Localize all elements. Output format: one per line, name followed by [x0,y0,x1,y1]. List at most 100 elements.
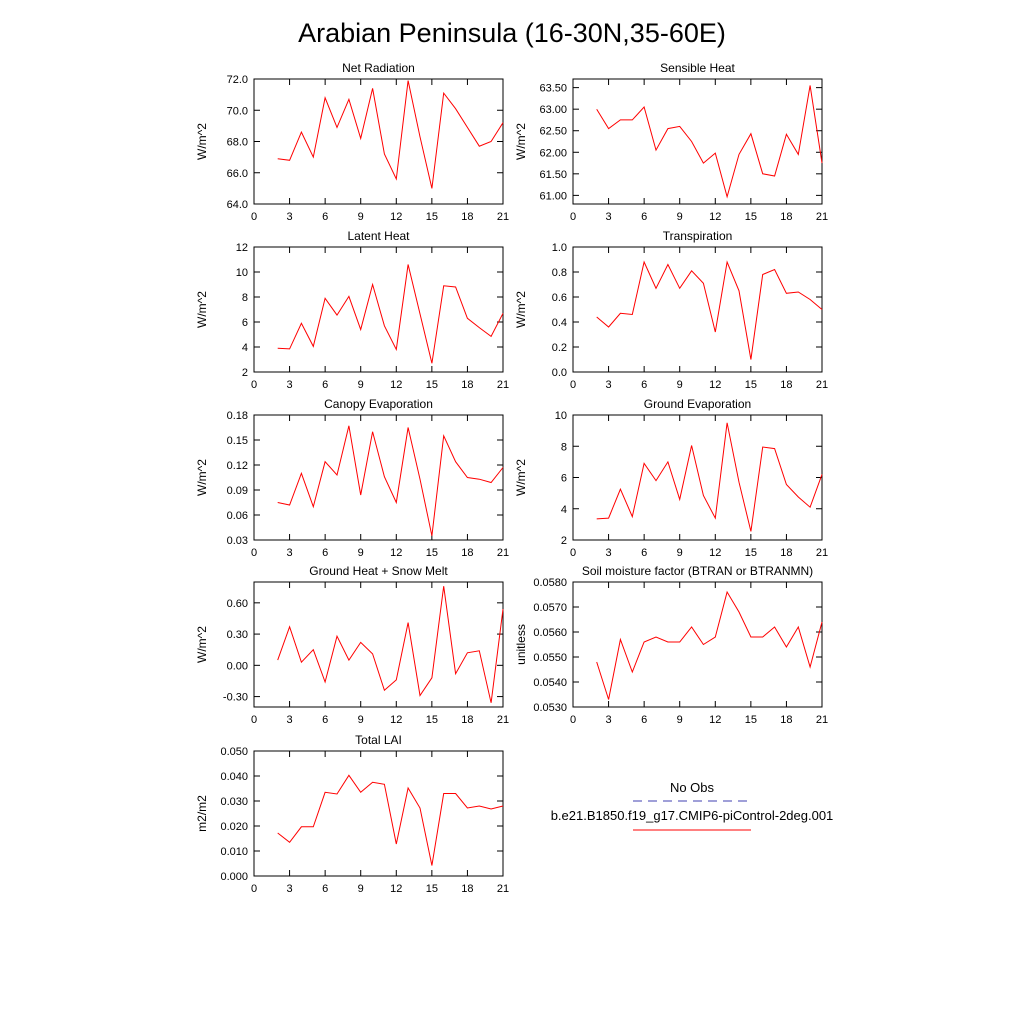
panel-1-xtick-label: 0 [251,211,257,223]
panel-5-xtick-label: 3 [287,547,293,559]
panel-5-frame [253,414,504,541]
panel-8-ytick-label: 0.0530 [533,702,567,714]
panel-9-frame [253,750,504,877]
panel-8-xtick-label: 6 [641,714,647,726]
panel-9-ytick-label: 0.020 [220,821,248,833]
panel-4-xtick-label: 0 [570,379,576,391]
panel-2-ytick-label: 63.00 [539,104,567,116]
panel-3-xtick-label: 6 [322,379,328,391]
panel-5-xtick-label: 18 [461,547,473,559]
panel-8-xtick-label: 3 [606,714,612,726]
panel-7-ytick-label: -0.30 [223,692,248,704]
panel-9-xtick-label: 21 [497,883,509,895]
panel-3-xtick-label: 18 [461,379,473,391]
panel-3-ytick-label: 12 [236,242,248,254]
panel-7-xtick-label: 15 [426,714,438,726]
panel-1-title: Net Radiation [342,61,415,75]
panel-9-xtick-label: 0 [251,883,257,895]
panel-2-series-line [596,85,823,199]
panel-3-ytick-label: 10 [236,267,248,279]
panel-4-title: Transpiration [663,229,733,243]
panel-1-ytick-label: 68.0 [227,137,248,149]
panel-4-xtick-label: 3 [606,379,612,391]
panel-6-ytick-label: 8 [561,441,567,453]
panel-2-xtick-label: 6 [641,211,647,223]
panel-6-xtick-label: 0 [570,547,576,559]
panel-3-title: Latent Heat [347,229,410,243]
panel-9-xtick-label: 6 [322,883,328,895]
panel-4-xtick-label: 18 [780,379,792,391]
panel-4-ylabel: W/m^2 [514,291,528,328]
panel-1-xtick-label: 18 [461,211,473,223]
panel-6-xtick-label: 12 [709,547,721,559]
panel-7-xtick-label: 21 [497,714,509,726]
panel-1-xtick-label: 3 [287,211,293,223]
panel-2-xtick-label: 18 [780,211,792,223]
panel-9-xtick-label: 15 [426,883,438,895]
panel-1-ytick-label: 72.0 [227,74,248,86]
panel-5-title: Canopy Evaporation [324,397,433,411]
panel-5-xtick-label: 15 [426,547,438,559]
panel-9-xtick-label: 18 [461,883,473,895]
panel-3-ytick-label: 2 [242,367,248,379]
panel-7-frame [253,581,504,708]
legend-model-label: b.e21.B1850.f19_g17.CMIP6-piControl-2deg… [551,808,834,823]
panel-2-xtick-label: 12 [709,211,721,223]
panel-4-xtick-label: 12 [709,379,721,391]
panel-3-xtick-label: 21 [497,379,509,391]
panel-6-series-line [596,422,823,532]
panel-7: Ground Heat + Snow Melt W/m^2 0 3 6 9 12 15 18 21… [195,564,509,726]
panel-3-series-line [277,264,504,364]
panel-9-xtick-label: 3 [287,883,293,895]
panel-5-xtick-label: 0 [251,547,257,559]
panel-8-ylabel: unitless [514,624,528,665]
panel-9-series-line [277,774,504,866]
panel-2-xtick-label: 21 [816,211,828,223]
panel-8-ytick-label: 0.0540 [533,677,567,689]
panel-6-ytick-label: 6 [561,473,567,485]
panel-5-ytick-label: 0.18 [227,410,248,422]
panel-4-xtick-label: 9 [677,379,683,391]
panel-1-xtick-label: 21 [497,211,509,223]
panel-4-series-line [596,260,823,360]
panel-2-ytick-label: 62.00 [539,147,567,159]
panel-9-xtick-label: 9 [358,883,364,895]
panel-8-xtick-label: 15 [745,714,757,726]
panel-5-ytick-label: 0.09 [227,485,248,497]
panel-4-ytick-label: 0.6 [552,292,567,304]
panel-8-xtick-label: 9 [677,714,683,726]
panel-6-xtick-label: 21 [816,547,828,559]
panel-8-ytick-label: 0.0560 [533,627,567,639]
panel-7-ytick-label: 0.30 [227,629,248,641]
legend-obs-label: No Obs [670,780,715,795]
panel-5-ytick-label: 0.03 [227,535,248,547]
panel-3-ytick-label: 6 [242,317,248,329]
panel-6-title: Ground Evaporation [644,397,751,411]
panel-8-ytick-label: 0.0550 [533,652,567,664]
main-title: Arabian Peninsula (16-30N,35-60E) [298,18,726,48]
panel-1-xtick-label: 15 [426,211,438,223]
panel-2-ytick-label: 63.50 [539,83,567,95]
panel-3-xtick-label: 12 [390,379,402,391]
panel-5-ytick-label: 0.06 [227,510,248,522]
panel-1-ylabel: W/m^2 [195,123,209,160]
panel-8-ytick-label: 0.0580 [533,577,567,589]
panel-2-title: Sensible Heat [660,61,735,75]
panel-1-ytick-label: 66.0 [227,168,248,180]
legend: No Obs b.e21.B1850.f19_g17.CMIP6-piContr… [551,780,834,831]
panel-7-ylabel: W/m^2 [195,626,209,663]
panel-2-ytick-label: 61.00 [539,190,567,202]
panel-8-xtick-label: 12 [709,714,721,726]
panel-6-ylabel: W/m^2 [514,459,528,496]
panel-1-frame [253,78,504,205]
panel-8-frame [572,581,823,708]
panel-3-xtick-label: 3 [287,379,293,391]
panel-1-xtick-label: 6 [322,211,328,223]
panel-4-ytick-label: 0.4 [552,317,567,329]
panel-4-xtick-label: 15 [745,379,757,391]
panel-2-ytick-label: 61.50 [539,169,567,181]
panel-4-xtick-label: 6 [641,379,647,391]
panel-4-ytick-label: 0.2 [552,342,567,354]
